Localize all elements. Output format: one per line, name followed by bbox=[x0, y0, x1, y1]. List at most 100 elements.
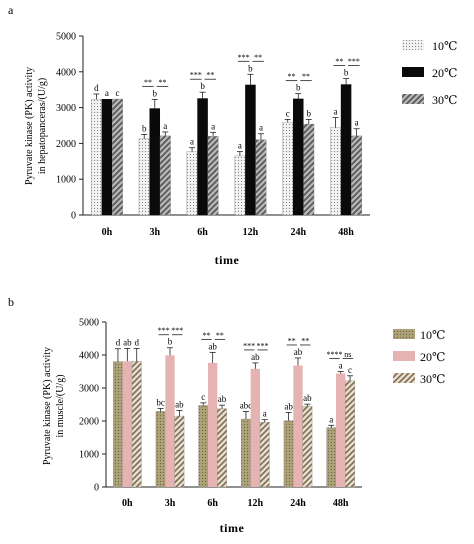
panel-a-bar bbox=[234, 155, 246, 216]
panel-b-bar bbox=[165, 355, 175, 487]
panel-a-bar bbox=[245, 84, 256, 215]
panel-b-sig-stars: ** bbox=[216, 331, 224, 340]
panel-a-bar bbox=[351, 135, 363, 216]
panel-a-sig-letter: b bbox=[153, 88, 158, 98]
panel-a-bar bbox=[292, 98, 304, 215]
panel-a-sig-letter: b bbox=[344, 68, 349, 78]
panel-a-sig-stars: ** bbox=[335, 57, 343, 66]
panel-a-xtick-label: 24h bbox=[290, 227, 306, 238]
panel-b-xtick-label: 0h bbox=[122, 498, 133, 509]
panel-a-bar bbox=[186, 151, 198, 216]
panel-a-sig-stars: ** bbox=[144, 78, 152, 87]
panel-b-bar bbox=[345, 380, 355, 488]
panel-b-bar bbox=[335, 373, 346, 487]
panel-b-bar bbox=[113, 361, 123, 488]
panel-a-bar bbox=[149, 108, 161, 215]
panel-a-ylabel-line2: in hepatopanceras/(U/g) bbox=[37, 78, 48, 174]
panel-b-bar bbox=[283, 420, 294, 488]
panel-a-sig-stars: *** bbox=[190, 71, 202, 80]
panel-a-ylabel-line1: Pyruvate kinase (PK) activity bbox=[24, 67, 35, 185]
panel-a-legend-swatch-30 bbox=[402, 94, 424, 104]
panel-b-bar bbox=[131, 361, 142, 488]
panel-b-bar bbox=[259, 422, 270, 488]
panel-b-legend-label-30: 30℃ bbox=[420, 372, 445, 386]
panel-a-sig-letter: b bbox=[248, 63, 253, 73]
panel-a-sig-stars: ** bbox=[254, 53, 262, 62]
panel-b-xtick-label: 24h bbox=[290, 498, 306, 509]
panel-b-sig-letter: ab bbox=[294, 347, 303, 357]
panel-b-letter: b bbox=[8, 295, 14, 309]
panel-b-sig-stars: ** bbox=[202, 331, 210, 340]
panel-b-bar bbox=[217, 408, 227, 488]
panel-a-sig-letter: b bbox=[142, 123, 147, 133]
panel-b-ylabel-line1: Pyruvate kinase (PK) activity bbox=[42, 347, 53, 465]
panel-a-sig-letter: c bbox=[286, 108, 290, 118]
panel-b-sig-letter: a bbox=[339, 361, 343, 371]
panel-a-sig-letter: a bbox=[211, 121, 215, 131]
panel-a-legend: 10℃ 20℃ 30℃ bbox=[402, 39, 457, 107]
panel-a-bar bbox=[340, 84, 352, 215]
panel-b-sig-letter: a bbox=[263, 409, 267, 419]
panel-a-sig-letter: a bbox=[163, 121, 167, 131]
panel-b-ytick-label: 4000 bbox=[79, 351, 99, 362]
panel-a-sig-letter: a bbox=[334, 107, 338, 117]
panel-b-legend-swatch-10 bbox=[393, 329, 415, 339]
panel-a-xtick-label: 0h bbox=[102, 227, 113, 238]
panel-a-letter: a bbox=[8, 3, 14, 17]
panel-b-sig-stars: **** bbox=[326, 350, 342, 359]
panel-b-bar bbox=[207, 362, 218, 487]
panel-b-sig-letter: ab bbox=[123, 337, 132, 347]
panel-a-sig-letter: a bbox=[355, 118, 359, 128]
panel-a-sig-letter: a bbox=[105, 88, 109, 98]
panel-a-bar bbox=[112, 98, 123, 216]
panel-b-sig-stars: ** bbox=[288, 336, 296, 345]
panel-a-sig-stars: *** bbox=[238, 53, 250, 62]
panel-b-sig-stars: *** bbox=[158, 326, 170, 335]
panel-a-bar bbox=[303, 123, 315, 216]
panel-a-bar bbox=[159, 135, 171, 216]
panel-b-sig-letter: ab bbox=[208, 341, 217, 351]
panel-a-ytick-label: 2000 bbox=[56, 139, 76, 150]
panel-b-sig-stars: *** bbox=[257, 341, 269, 350]
panel-a-bar bbox=[90, 99, 102, 216]
panel-a-bar bbox=[138, 138, 150, 216]
panel-a-xtick-label: 12h bbox=[243, 227, 259, 238]
panel-b-ytick-label: 5000 bbox=[79, 318, 99, 329]
panel-b-ytick-label: 1000 bbox=[79, 450, 99, 461]
panel-b-legend-swatch-30 bbox=[393, 373, 415, 383]
panel-a-ytick-label: 4000 bbox=[56, 67, 76, 78]
panel-b-bar bbox=[293, 365, 303, 487]
panel-a-xtick-label: 48h bbox=[338, 227, 354, 238]
chart-panel-b: b Pyruvate kinase (PK) activity in muscl… bbox=[8, 295, 445, 535]
panel-a-sig-letter: b bbox=[200, 81, 205, 91]
panel-b-ytick-label: 3000 bbox=[79, 384, 99, 395]
panel-b-sig-letter: d bbox=[134, 337, 139, 347]
panel-a-legend-swatch-10 bbox=[402, 40, 424, 50]
panel-a-sig-stars: ** bbox=[287, 72, 295, 81]
panel-a-ytick-label: 1000 bbox=[56, 175, 76, 186]
panel-a-sig-stars: ** bbox=[302, 72, 310, 81]
panel-b-ylabel-line2: in muscle/(U/g) bbox=[55, 374, 66, 437]
panel-b-xtick-label: 12h bbox=[248, 498, 264, 509]
panel-a-sig-stars: *** bbox=[348, 57, 360, 66]
panel-b-legend-label-20: 20℃ bbox=[420, 350, 445, 364]
panel-b-bar bbox=[155, 411, 166, 488]
panel-b-sig-letter: c bbox=[201, 392, 205, 402]
panel-b-sig-stars: *** bbox=[171, 326, 183, 335]
panel-a-legend-label-20: 20℃ bbox=[432, 66, 457, 80]
panel-b-sig-stars: ns bbox=[344, 350, 351, 359]
panel-a-legend-swatch-20 bbox=[402, 67, 424, 77]
panel-b-bar bbox=[198, 405, 209, 488]
panel-a-bar bbox=[255, 139, 267, 216]
panel-a-legend-label-30: 30℃ bbox=[432, 93, 457, 107]
panel-b-sig-stars: ** bbox=[301, 336, 309, 345]
panel-b-sig-letter: b bbox=[168, 337, 173, 347]
panel-b-sig-letter: ab bbox=[284, 401, 293, 411]
panel-b-xlabel: time bbox=[220, 521, 245, 535]
panel-a-ytick-label: 0 bbox=[71, 211, 76, 222]
panel-b-sig-letter: ab bbox=[303, 393, 312, 403]
panel-a-bar bbox=[282, 122, 294, 216]
